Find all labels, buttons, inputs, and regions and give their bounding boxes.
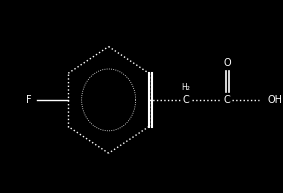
- Text: H₂: H₂: [181, 83, 190, 92]
- Text: C: C: [223, 95, 230, 105]
- Text: F: F: [26, 95, 31, 105]
- Text: OH: OH: [267, 95, 282, 105]
- Text: O: O: [224, 58, 231, 68]
- Text: C: C: [182, 95, 189, 105]
